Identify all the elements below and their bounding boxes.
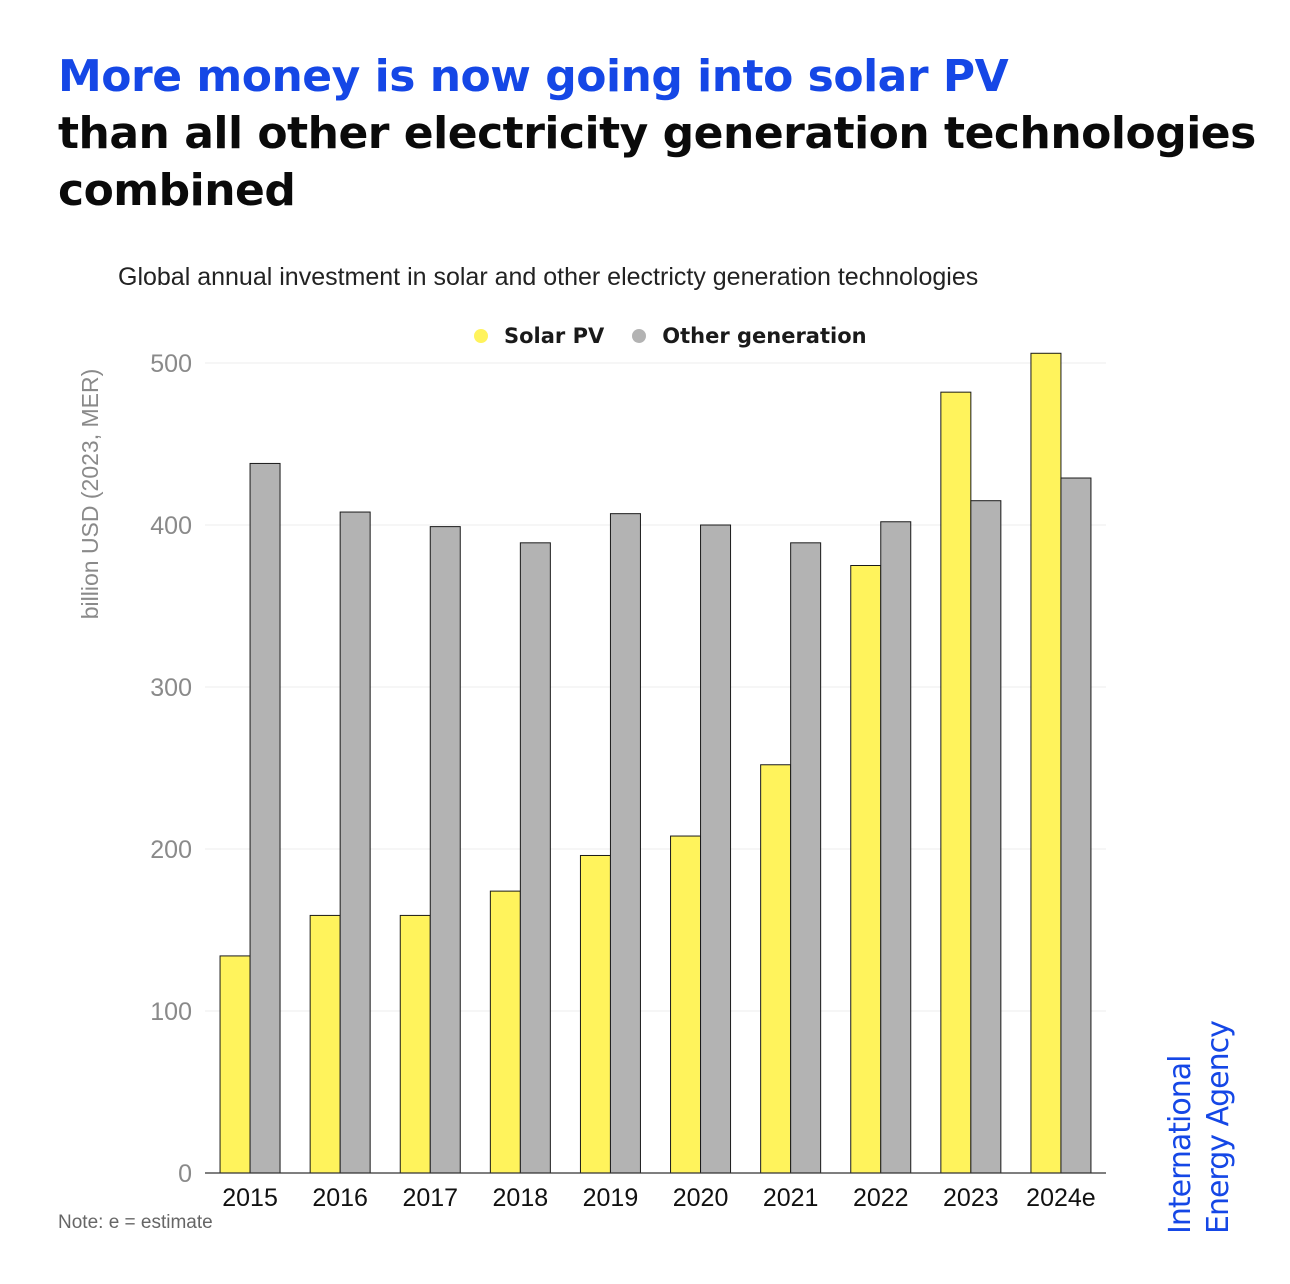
legend: Solar PV Other generation [474, 324, 895, 348]
bar-solar [940, 391, 972, 1174]
bar-other [790, 542, 822, 1174]
x-tick-label: 2023 [943, 1184, 999, 1212]
x-tick-label: 2021 [763, 1184, 819, 1212]
iea-logo: International Energy Agency [1163, 1021, 1236, 1234]
chart-subtitle: Global annual investment in solar and ot… [118, 263, 979, 291]
chart-title: More money is now going into solar PV th… [58, 48, 1290, 219]
x-tick-labels: 2015 2016 2017 2018 2019 2020 2021 2022 2023 2024… [222, 1184, 1095, 1212]
legend-swatch-solar [474, 329, 488, 343]
bar-solar [760, 764, 792, 1174]
bar-solar [1030, 352, 1062, 1174]
bar-solar [670, 835, 702, 1174]
y-tick-label: 200 [150, 836, 192, 864]
title-rest: than all other electricity generation te… [58, 108, 1256, 216]
legend-label-solar: Solar PV [504, 324, 605, 348]
legend-swatch-other [632, 329, 647, 343]
bar-solar [579, 854, 611, 1174]
y-tick-labels: 0 100 200 300 400 500 [150, 350, 192, 1188]
x-tick-label: 2018 [493, 1184, 549, 1212]
bar-solar [399, 914, 431, 1174]
legend-item-solar: Solar PV [474, 324, 604, 348]
bar-other [519, 542, 551, 1174]
bars [219, 352, 1092, 1174]
x-tick-label: 2017 [402, 1184, 458, 1212]
bar-solar [850, 565, 882, 1174]
bar-solar [309, 914, 341, 1174]
footnote: Note: e = estimate [58, 1212, 213, 1233]
bar-other [429, 526, 461, 1174]
x-tick-label: 2016 [312, 1184, 368, 1212]
logo-line-2: Energy Agency [1201, 1021, 1236, 1234]
legend-item-other: Other generation [632, 324, 867, 348]
x-tick-label: 2019 [583, 1184, 639, 1212]
x-tick-label: 2015 [222, 1184, 278, 1212]
bar-other [880, 521, 912, 1174]
bar-other [700, 524, 732, 1174]
x-tick-label: 2024e [1026, 1184, 1096, 1212]
bar-other [249, 462, 281, 1174]
bar-other [609, 513, 641, 1174]
bar-other [970, 500, 1002, 1174]
logo-line-1: International [1163, 1056, 1198, 1234]
y-tick-label: 0 [178, 1160, 192, 1188]
title-highlight: More money is now going into solar PV [58, 51, 1009, 102]
legend-label-other: Other generation [662, 324, 867, 348]
bar-solar [219, 955, 251, 1174]
bar-other [339, 511, 371, 1174]
y-axis-label: billion USD (2023, MER) [77, 369, 103, 620]
bar-solar [489, 890, 521, 1174]
x-tick-label: 2022 [853, 1184, 909, 1212]
y-tick-label: 100 [150, 998, 192, 1026]
y-tick-label: 400 [150, 512, 192, 540]
y-tick-label: 300 [150, 674, 192, 702]
x-tick-label: 2020 [673, 1184, 729, 1212]
bar-other [1060, 477, 1092, 1174]
y-tick-label: 500 [150, 350, 192, 378]
